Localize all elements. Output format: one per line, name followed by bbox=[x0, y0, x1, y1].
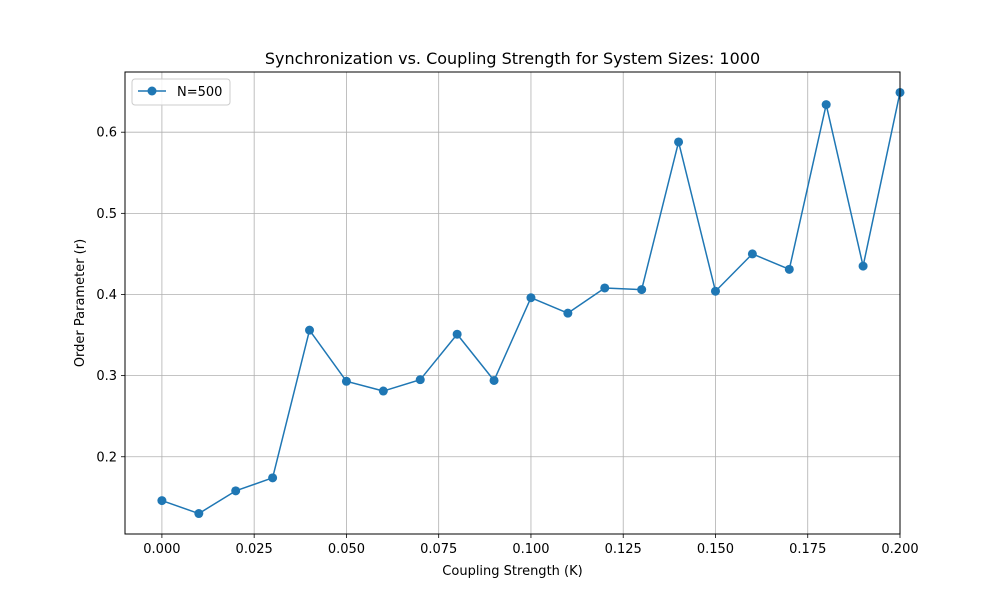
x-tick-label: 0.100 bbox=[512, 542, 549, 557]
legend-box bbox=[131, 78, 231, 106]
x-tick-label: 0.150 bbox=[697, 542, 734, 557]
x-tick-label: 0.075 bbox=[420, 542, 457, 557]
data-point-marker bbox=[563, 308, 573, 318]
legend-label: N=500 bbox=[177, 85, 222, 100]
data-point-marker bbox=[157, 496, 167, 506]
chart-title: Synchronization vs. Coupling Strength fo… bbox=[265, 49, 760, 68]
data-point-marker bbox=[489, 375, 499, 385]
y-tick-label: 0.3 bbox=[96, 369, 117, 384]
legend: N=500 bbox=[131, 78, 231, 106]
data-point-marker bbox=[526, 293, 536, 303]
data-point-marker bbox=[378, 386, 388, 396]
data-point-marker bbox=[341, 376, 351, 386]
x-tick-label: 0.000 bbox=[143, 542, 180, 557]
data-point-marker bbox=[452, 329, 462, 339]
data-point-marker bbox=[415, 375, 425, 385]
data-point-marker bbox=[305, 325, 315, 335]
plot-frame bbox=[124, 71, 901, 535]
x-tick-label: 0.175 bbox=[789, 542, 826, 557]
data-point-marker bbox=[194, 509, 204, 519]
data-point-marker bbox=[231, 486, 241, 496]
x-tick-label: 0.050 bbox=[328, 542, 365, 557]
y-axis-label: Order Parameter (r) bbox=[73, 239, 88, 367]
y-tick-label: 0.4 bbox=[96, 288, 117, 303]
data-point-marker bbox=[784, 264, 794, 274]
data-point-marker bbox=[674, 137, 684, 147]
x-tick-label: 0.025 bbox=[236, 542, 273, 557]
data-point-marker bbox=[858, 261, 868, 271]
data-point-marker bbox=[268, 473, 278, 483]
y-tick-label: 0.2 bbox=[96, 450, 117, 465]
data-point-marker bbox=[637, 285, 647, 295]
data-point-marker bbox=[710, 286, 720, 296]
y-tick-label: 0.6 bbox=[96, 126, 117, 141]
y-tick-label: 0.5 bbox=[96, 207, 117, 222]
x-axis-label: Coupling Strength (K) bbox=[442, 564, 582, 579]
tick-layer: 0.000 0.025 0.050 0.075 0.100 0.125 0.150 0.175… bbox=[96, 126, 918, 557]
x-tick-label: 0.125 bbox=[605, 542, 642, 557]
x-tick-label: 0.200 bbox=[881, 542, 918, 557]
data-point-marker bbox=[821, 100, 831, 110]
data-point-marker bbox=[600, 283, 610, 293]
legend-marker-swatch bbox=[147, 86, 157, 96]
data-point-marker bbox=[747, 249, 757, 259]
series-layer bbox=[157, 87, 905, 519]
